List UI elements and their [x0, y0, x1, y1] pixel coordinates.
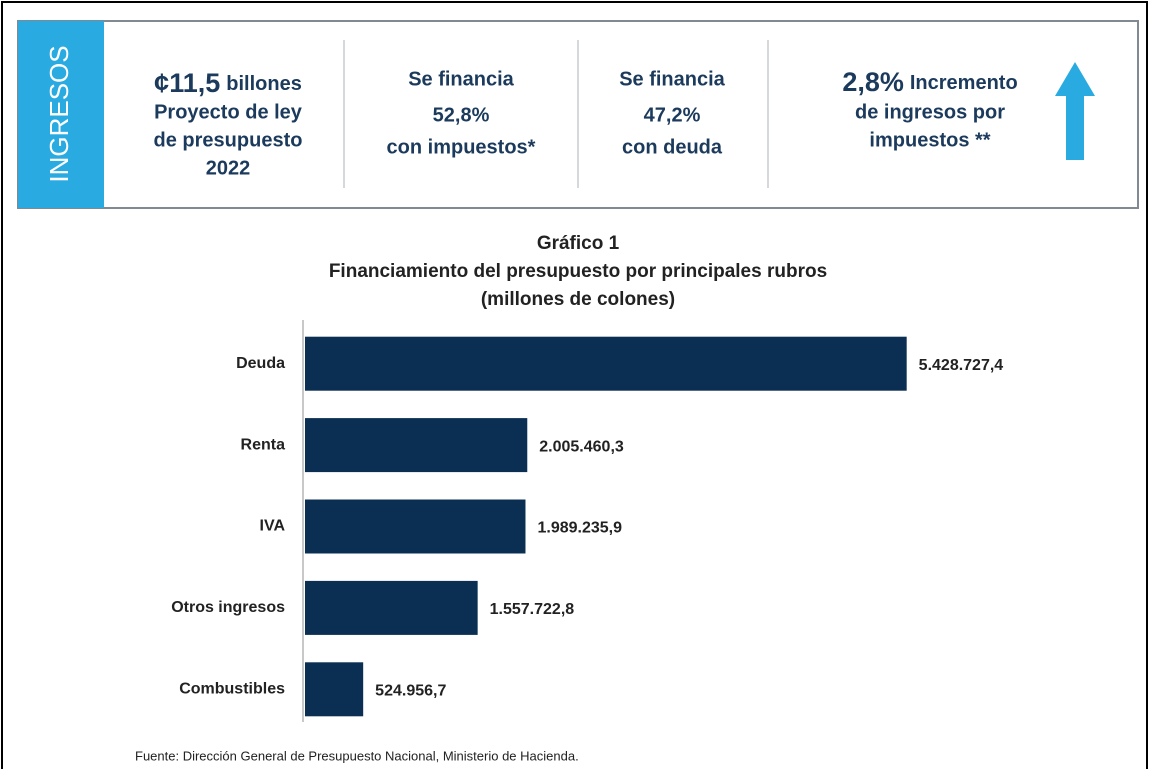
- stat-amount: 2,8%: [842, 67, 904, 97]
- chart-subtitle: (millones de colones): [481, 289, 675, 310]
- category-label: Renta: [241, 436, 286, 453]
- category-label: Otros ingresos: [171, 599, 285, 616]
- bar: [305, 418, 528, 473]
- category-label: Combustibles: [179, 681, 285, 698]
- source-note: Fuente: Dirección General de Presupuesto…: [135, 748, 579, 763]
- stat-text: Se financia: [408, 68, 514, 90]
- stat-headline: 2,8% Incremento: [842, 67, 1017, 97]
- header-label: INGRESOS: [44, 45, 74, 182]
- value-label: 524.956,7: [375, 683, 446, 700]
- stat-amount: ¢11,5: [154, 68, 220, 98]
- value-label: 5.428.727,4: [919, 357, 1004, 374]
- value-label: 1.557.722,8: [490, 601, 575, 618]
- chart-subtitle: Financiamiento del presupuesto por princ…: [329, 261, 827, 282]
- bar: [305, 580, 478, 635]
- stat-text: con deuda: [622, 136, 723, 158]
- stat-amount: 47,2%: [644, 104, 701, 126]
- stat-text: Proyecto de ley: [154, 101, 303, 123]
- stat-unit: Incremento: [910, 72, 1018, 94]
- value-label: 1.989.235,9: [537, 520, 622, 537]
- category-label: IVA: [260, 518, 286, 535]
- up-arrow: [1055, 62, 1095, 160]
- stat-text: 2022: [206, 157, 251, 179]
- chart-title: Gráfico 1: [537, 233, 620, 254]
- stat-text: impuestos **: [869, 129, 990, 151]
- stat-text: con impuestos*: [387, 136, 536, 158]
- value-label: 2.005.460,3: [539, 438, 624, 455]
- category-label: Deuda: [236, 355, 285, 372]
- bar: [305, 336, 907, 391]
- bar: [305, 499, 526, 554]
- stat-amount: 52,8%: [433, 104, 490, 126]
- stat-headline: ¢11,5 billones: [154, 68, 302, 98]
- stat-text: de presupuesto: [154, 129, 303, 151]
- stat-text: Se financia: [619, 68, 725, 90]
- bar: [305, 662, 364, 717]
- stat-text: de ingresos por: [855, 101, 1005, 123]
- stat-unit: billones: [226, 73, 302, 95]
- header-label-strip: [18, 21, 104, 208]
